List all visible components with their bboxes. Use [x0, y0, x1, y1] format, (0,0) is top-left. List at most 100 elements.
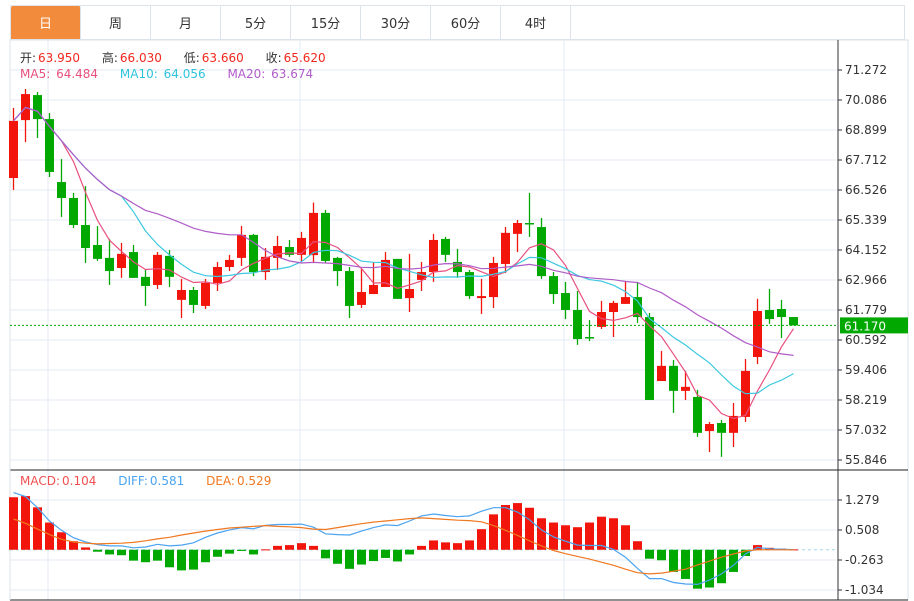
macd-bar: [141, 549, 150, 563]
last-price-tag: [840, 317, 908, 334]
ma20-value: 63.674: [271, 67, 314, 81]
price-tick-label: 71.272: [845, 63, 887, 77]
price-tick-label: 61.779: [845, 303, 887, 317]
macd-tick-label: -0.263: [845, 553, 884, 567]
candle-up: [417, 272, 426, 280]
candle-down: [669, 365, 678, 391]
macd-info: MACD: 0.104 DIFF: 0.581 DEA: 0.529: [20, 474, 273, 488]
candle-up: [9, 120, 18, 179]
candle-down: [561, 293, 570, 310]
price-tick-label: 60.592: [845, 333, 887, 347]
last-price-value: 61.170: [844, 319, 886, 333]
candle-up: [405, 288, 414, 299]
dea-label: DEA:: [206, 474, 235, 488]
macd-bar: [441, 542, 450, 550]
tab-week[interactable]: 周: [81, 6, 151, 39]
candle-down: [465, 272, 474, 297]
macd-bar: [645, 549, 654, 559]
candle-up: [201, 282, 210, 306]
macd-bar: [57, 532, 66, 550]
macd-bar: [705, 549, 714, 588]
macd-bar: [525, 507, 534, 550]
close-label: 收:: [265, 51, 282, 65]
macd-bar: [741, 549, 750, 556]
high-label: 高:: [101, 51, 118, 65]
tab-5min[interactable]: 5分: [221, 6, 291, 39]
macd-bar: [693, 549, 702, 589]
macd-bar: [621, 525, 630, 550]
candle-down: [453, 261, 462, 273]
macd-bar: [81, 547, 90, 550]
macd-value: 0.104: [62, 474, 97, 488]
macd-bar: [393, 549, 402, 562]
candle-down: [81, 225, 90, 249]
open-value: 63.950: [38, 51, 81, 65]
candle-up: [621, 297, 630, 304]
candle-down: [717, 422, 726, 433]
macd-bar: [345, 549, 354, 569]
tab-day[interactable]: 日: [11, 6, 81, 39]
diff-label: DIFF:: [118, 474, 148, 488]
macd-bar: [357, 549, 366, 565]
candle-up: [309, 212, 318, 256]
candle-up: [261, 256, 270, 273]
macd-bar: [549, 522, 558, 550]
ohlc-info: 开: 63.950 高: 66.030 低: 63.660 收: 65.620: [20, 49, 328, 66]
ma10-label: MA10:: [119, 67, 158, 81]
candle-down: [105, 257, 114, 272]
tab-4hour[interactable]: 4时: [501, 6, 571, 39]
candle-up: [273, 246, 282, 258]
tab-15min[interactable]: 15分: [291, 6, 361, 39]
candle-up: [153, 254, 162, 285]
candle-down: [333, 257, 342, 272]
candle-down: [573, 309, 582, 340]
candle-down: [57, 182, 66, 198]
macd-bar: [585, 522, 594, 550]
tab-60min[interactable]: 60分: [431, 6, 501, 39]
candle-down: [777, 308, 786, 318]
macd-tick-label: -1.034: [845, 583, 884, 597]
macd-bar: [321, 549, 330, 559]
candle-up: [597, 311, 606, 327]
macd-bar: [489, 514, 498, 550]
tab-month[interactable]: 月: [151, 6, 221, 39]
price-tick-label: 64.152: [845, 243, 887, 257]
macd-bar: [513, 503, 522, 550]
macd-tick-label: 1.279: [845, 493, 879, 507]
candle-up: [357, 292, 366, 305]
candle-down: [537, 227, 546, 277]
candle-up: [117, 253, 126, 269]
candle-up: [237, 234, 246, 258]
macd-bar: [237, 549, 246, 551]
candle-up: [381, 259, 390, 287]
price-tick-label: 62.966: [845, 273, 887, 287]
ma5-line: [13, 106, 795, 420]
candle-down: [441, 238, 450, 255]
macd-bar: [201, 549, 210, 563]
close-value: 65.620: [283, 51, 326, 65]
candle-down: [129, 252, 138, 278]
macd-bar: [261, 549, 270, 551]
high-value: 66.030: [119, 51, 162, 65]
macd-bar: [189, 549, 198, 570]
macd-bar: [129, 549, 138, 561]
candle-down: [525, 223, 534, 225]
macd-bar: [69, 541, 78, 550]
ma-info: MA5: 64.484 MA10: 64.056 MA20: 63.674: [20, 67, 315, 81]
candle-up: [753, 310, 762, 358]
candle-up: [501, 232, 510, 264]
candle-down: [93, 245, 102, 259]
tab-30min[interactable]: 30分: [361, 6, 431, 39]
candle-down: [549, 276, 558, 295]
candle-up: [489, 262, 498, 298]
macd-bar: [537, 518, 546, 550]
macd-bar: [105, 549, 114, 555]
candle-up: [429, 239, 438, 273]
macd-bar: [561, 525, 570, 550]
macd-bar: [213, 549, 222, 557]
candle-down: [765, 309, 774, 320]
candle-up: [513, 223, 522, 234]
candle-down: [633, 297, 642, 318]
macd-bar: [417, 545, 426, 550]
